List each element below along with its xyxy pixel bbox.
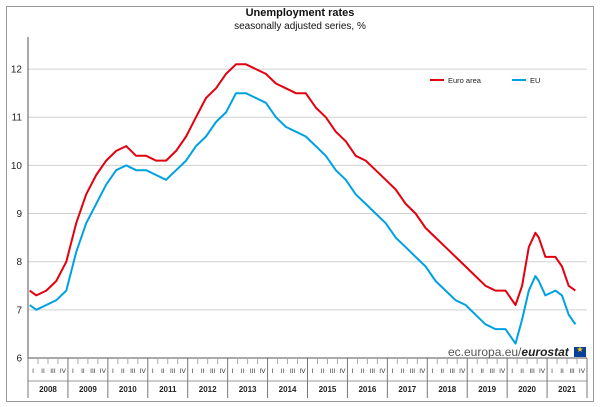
quarter-label: IV: [579, 368, 586, 375]
quarter-label: I: [192, 368, 194, 375]
quarter-label: IV: [539, 368, 546, 375]
year-label: 2018: [438, 385, 456, 394]
quarter-label: I: [232, 368, 234, 375]
quarter-label: III: [330, 368, 336, 375]
quarter-label: IV: [459, 368, 466, 375]
eu-flag-icon: ★: [574, 345, 586, 357]
quarter-label: IV: [140, 368, 147, 375]
legend-label: EU: [530, 76, 540, 85]
quarter-label: I: [152, 368, 154, 375]
quarter-label: I: [471, 368, 473, 375]
quarter-label: IV: [180, 368, 187, 375]
source-watermark: ec.europa.eu/eurostat: [448, 345, 569, 359]
year-label: 2008: [39, 385, 57, 394]
quarter-label: III: [370, 368, 376, 375]
quarter-label: II: [401, 368, 405, 375]
quarter-label: IV: [60, 368, 67, 375]
quarter-label: I: [511, 368, 513, 375]
quarter-label: II: [281, 368, 285, 375]
quarter-label: II: [241, 368, 245, 375]
chart-frame: [6, 6, 594, 402]
quarter-label: I: [431, 368, 433, 375]
quarter-label: III: [450, 368, 456, 375]
quarter-label: I: [391, 368, 393, 375]
quarter-label: II: [121, 368, 125, 375]
quarter-label: IV: [339, 368, 346, 375]
year-label: 2021: [558, 385, 576, 394]
y-tick-label: 6: [16, 354, 22, 365]
y-tick-label: 7: [16, 305, 22, 316]
quarter-label: I: [551, 368, 553, 375]
year-label: 2011: [159, 385, 177, 394]
year-label: 2013: [239, 385, 257, 394]
chart-title: Unemployment rates: [245, 7, 355, 19]
quarter-label: II: [560, 368, 564, 375]
y-tick-label: 8: [16, 257, 22, 268]
chart-subtitle: seasonally adjusted series, %: [234, 21, 366, 32]
year-label: 2017: [398, 385, 416, 394]
quarter-label: III: [90, 368, 96, 375]
quarter-label: II: [161, 368, 165, 375]
year-label: 2010: [119, 385, 137, 394]
quarter-label: I: [32, 368, 34, 375]
year-label: 2016: [358, 385, 376, 394]
source-brand: eurostat: [521, 345, 569, 359]
quarter-label: II: [201, 368, 205, 375]
quarter-label: II: [321, 368, 325, 375]
quarter-label: II: [41, 368, 45, 375]
quarter-label: IV: [260, 368, 267, 375]
source-prefix: ec.europa.eu/: [448, 345, 522, 359]
quarter-label: II: [520, 368, 524, 375]
quarter-label: I: [112, 368, 114, 375]
y-tick-label: 12: [11, 65, 23, 76]
legend-label: Euro area: [448, 76, 482, 85]
quarter-label: IV: [220, 368, 227, 375]
quarter-label: II: [480, 368, 484, 375]
series-line-euro-area: [29, 63, 576, 306]
quarter-label: III: [290, 368, 296, 375]
year-label: 2009: [79, 385, 97, 394]
quarter-label: III: [170, 368, 176, 375]
quarter-label: IV: [100, 368, 107, 375]
quarter-label: III: [250, 368, 256, 375]
quarter-label: III: [50, 368, 56, 375]
quarter-label: I: [352, 368, 354, 375]
quarter-label: II: [361, 368, 365, 375]
year-label: 2012: [199, 385, 217, 394]
y-tick-label: 11: [12, 113, 23, 124]
quarter-label: III: [569, 368, 575, 375]
quarter-label: III: [489, 368, 495, 375]
quarter-label: III: [210, 368, 216, 375]
y-tick-label: 10: [11, 161, 23, 172]
year-label: 2020: [518, 385, 536, 394]
quarter-label: I: [312, 368, 314, 375]
y-tick-label: 9: [16, 209, 22, 220]
quarter-label: III: [410, 368, 416, 375]
quarter-label: III: [529, 368, 535, 375]
quarter-label: II: [81, 368, 85, 375]
quarter-label: II: [440, 368, 444, 375]
quarter-label: IV: [379, 368, 386, 375]
year-label: 2015: [319, 385, 337, 394]
year-label: 2019: [478, 385, 496, 394]
quarter-label: I: [272, 368, 274, 375]
series-line-eu: [29, 92, 577, 345]
quarter-label: IV: [419, 368, 426, 375]
quarter-label: III: [130, 368, 136, 375]
year-label: 2014: [279, 385, 297, 394]
quarter-label: IV: [299, 368, 306, 375]
quarter-label: IV: [499, 368, 506, 375]
quarter-label: I: [72, 368, 74, 375]
